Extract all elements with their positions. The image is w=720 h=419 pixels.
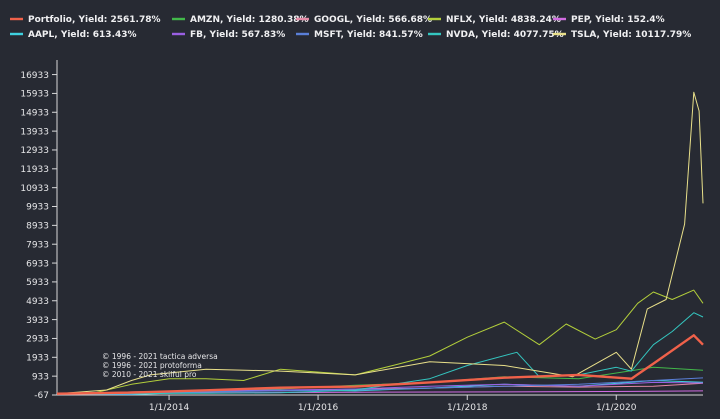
legend-label: TSLA, Yield: 10117.79% [571,30,691,40]
series-line[interactable] [56,334,704,395]
y-tick-label: 11933 [20,165,49,175]
y-tick-label: 3933 [26,316,49,326]
x-tick-label: 1/1/2018 [447,403,488,413]
legend-label: NFLX, Yield: 4838.24% [446,15,561,25]
series-line[interactable] [56,91,704,395]
y-tick-label: 15933 [20,90,49,100]
y-tick-label: 7933 [26,240,49,250]
x-tick-label: 1/1/2020 [596,403,637,413]
legend-label: NVDA, Yield: 4077.75% [446,30,564,40]
legend-item[interactable]: FB, Yield: 567.83% [172,30,285,40]
legend-item[interactable]: NVDA, Yield: 4077.75% [428,30,564,40]
y-tick-label: 1933 [26,354,49,364]
legend-item[interactable]: MSFT, Yield: 841.57% [296,30,423,40]
legend-label: PEP, Yield: 152.4% [571,15,665,25]
copyright-line: © 1996 - 2021 tactica adversa [102,352,218,361]
y-tick-label: 8933 [26,222,49,232]
y-tick-label: 16933 [20,71,49,81]
copyright-line: © 2010 - 2021 skilful pro [102,370,197,379]
y-tick-label: 5933 [26,278,49,288]
y-tick-label: 14933 [20,108,49,118]
legend-item[interactable]: NFLX, Yield: 4838.24% [428,15,561,25]
legend-label: Portfolio, Yield: 2561.78% [28,15,161,25]
legend-item[interactable]: PEP, Yield: 152.4% [553,15,665,25]
legend-item[interactable]: AMZN, Yield: 1280.38% [172,15,309,25]
series-line[interactable] [56,289,704,395]
legend-label: AAPL, Yield: 613.43% [28,30,137,40]
legend-item[interactable]: Portfolio, Yield: 2561.78% [10,15,161,25]
copyright-notes: © 1996 - 2021 tactica adversa© 1996 - 20… [102,352,218,379]
series-lines [56,91,704,395]
axes: -67 933 1933 2933 3933 4933 5933 6933 7933 8933 99… [20,60,703,413]
y-tick-label: -67 [34,391,49,401]
y-tick-label: 6933 [26,259,49,269]
legend-item[interactable]: TSLA, Yield: 10117.79% [553,30,691,40]
y-tick-label: 10933 [20,184,49,194]
y-tick-label: 2933 [26,335,49,345]
y-tick-label: 12933 [20,146,49,156]
x-tick-label: 1/1/2014 [149,403,190,413]
y-tick-label: 4933 [26,297,49,307]
legend-label: FB, Yield: 567.83% [190,30,285,40]
y-tick-label: 13933 [20,127,49,137]
legend: Portfolio, Yield: 2561.78% AMZN, Yield: 1… [10,15,691,40]
legend-label: AMZN, Yield: 1280.38% [190,15,309,25]
legend-label: MSFT, Yield: 841.57% [314,30,423,40]
y-tick-label: 933 [32,372,49,382]
legend-item[interactable]: GOOGL, Yield: 566.68% [296,15,432,25]
copyright-line: © 1996 - 2021 protoforma [102,361,202,370]
legend-label: GOOGL, Yield: 566.68% [314,15,432,25]
legend-item[interactable]: AAPL, Yield: 613.43% [10,30,137,40]
x-tick-label: 1/1/2016 [298,403,339,413]
y-tick-label: 9933 [26,203,49,213]
